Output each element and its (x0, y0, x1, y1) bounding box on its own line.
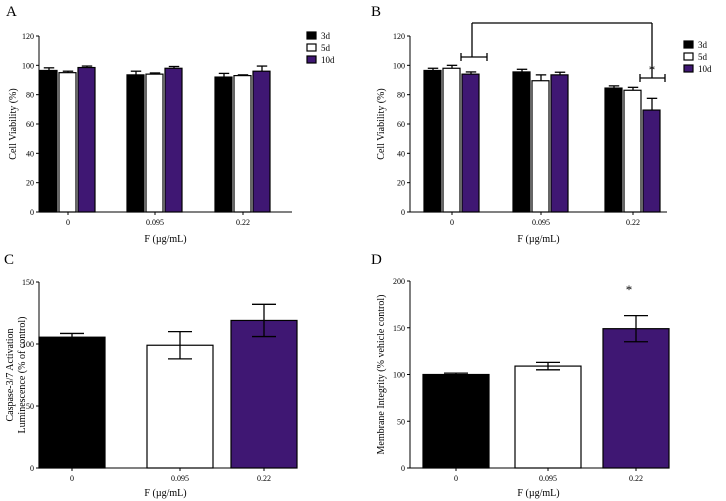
legend-label: 10d (698, 64, 712, 74)
y-axis-title: Cell Viability (%) (8, 88, 19, 159)
panel-letter: C (4, 252, 14, 268)
bar-3d (423, 69, 442, 213)
y-tick-label: 40 (26, 149, 34, 158)
x-tick-label: 0.095 (532, 218, 550, 227)
panel-b: B 0 20 40 60 80 100 120 0 0.095 0.22 F (µg/mL) Cell … (371, 4, 712, 245)
y-tick-label: 120 (22, 32, 34, 41)
y-tick-label: 60 (397, 120, 405, 129)
legend-swatch-10d (306, 55, 317, 64)
x-axis-title: F (µg/mL) (517, 234, 559, 245)
legend-swatch-10d (683, 64, 694, 73)
y-tick-label: 0 (30, 464, 34, 473)
bar-10d (550, 74, 569, 213)
panel-c: C 0 50 100 150 0 0.095 0.22 F (µg/mL) Caspase-3/7… (4, 252, 298, 499)
bar-5d (531, 80, 550, 213)
x-tick-label: 0.22 (257, 474, 271, 483)
x-tick-label: 0.095 (171, 474, 189, 483)
y-axis-title-line: Caspase-3/7 Activation (5, 328, 16, 421)
significance-star: * (626, 282, 633, 297)
bar-10d (252, 70, 271, 213)
y-tick-label: 150 (22, 278, 34, 287)
x-tick-label: 0.22 (626, 218, 640, 227)
y-tick-label: 0 (401, 208, 405, 217)
panel-letter: A (6, 4, 17, 20)
panel-a: A 0 20 40 60 80 100 120 0 0.095 0.22 F (µg/mL) Cell … (6, 4, 335, 245)
bar-10d (642, 109, 661, 213)
x-tick-label: 0 (454, 474, 458, 483)
y-tick-label: 80 (26, 91, 34, 100)
bar-5d (623, 89, 642, 213)
legend-label: 3d (321, 31, 331, 41)
x-axis-title: F (µg/mL) (144, 488, 186, 499)
bar-5d (233, 74, 252, 213)
bar-0 (422, 373, 490, 469)
y-tick-label: 50 (26, 402, 34, 411)
x-tick-label: 0.095 (539, 474, 557, 483)
bar-0 (38, 336, 106, 469)
bar-3d (512, 71, 531, 213)
bar-10d (461, 73, 480, 213)
significance-star: * (649, 62, 656, 77)
x-tick-label: 0 (450, 218, 454, 227)
y-tick-label: 50 (397, 417, 405, 426)
bar-0.22 (230, 319, 298, 469)
bar-5d (145, 73, 164, 213)
legend-swatch-3d (683, 40, 694, 49)
bar-5d (442, 67, 461, 213)
x-axis-title: F (µg/mL) (144, 234, 186, 245)
x-tick-label: 0.22 (629, 474, 643, 483)
bar-3d (39, 69, 58, 213)
x-axis-title: F (µg/mL) (517, 488, 559, 499)
legend-label: 5d (698, 52, 708, 62)
y-tick-label: 40 (397, 149, 405, 158)
y-tick-label: 100 (22, 61, 34, 70)
y-tick-label: 200 (393, 277, 405, 286)
y-tick-label: 0 (401, 464, 405, 473)
legend-label: 3d (698, 40, 708, 50)
y-tick-label: 100 (22, 340, 34, 349)
bar-3d (126, 74, 145, 213)
y-tick-label: 120 (393, 32, 405, 41)
x-tick-label: 0 (70, 474, 74, 483)
legend-label: 10d (321, 55, 335, 65)
y-tick-label: 20 (26, 179, 34, 188)
y-axis-title: Caspase-3/7 ActivationLuminescence (% of… (5, 317, 28, 434)
bar-3d (214, 76, 233, 213)
x-tick-label: 0.095 (146, 218, 164, 227)
bar-10d (164, 67, 183, 213)
x-tick-label: 0.22 (236, 218, 250, 227)
panel-letter: D (371, 252, 382, 268)
bar-0.095 (514, 365, 582, 469)
bar-10d (77, 66, 96, 213)
legend-swatch-5d (306, 43, 317, 52)
y-tick-label: 80 (397, 91, 405, 100)
panel-letter: B (371, 4, 381, 20)
y-tick-label: 20 (397, 179, 405, 188)
bar-5d (58, 72, 77, 213)
panel-d: D 0 50 100 150 200 0 0.095 0.22 F (µg/mL) Membrane… (371, 252, 670, 499)
bar-0.22 (602, 328, 670, 469)
bar-3d (604, 87, 623, 213)
y-tick-label: 0 (30, 208, 34, 217)
y-tick-label: 100 (393, 371, 405, 380)
legend-swatch-5d (683, 52, 694, 61)
y-tick-label: 100 (393, 61, 405, 70)
x-tick-label: 0 (66, 218, 70, 227)
y-axis-title: Membrane Integrity (% vehicle control) (376, 295, 387, 455)
bar-0.095 (146, 344, 214, 469)
y-tick-label: 60 (26, 120, 34, 129)
legend-label: 5d (321, 43, 331, 53)
y-axis-title: Cell Viability (%) (376, 88, 387, 159)
y-axis-title-line: Luminescence (% of control) (17, 317, 28, 434)
legend-swatch-3d (306, 31, 317, 40)
y-tick-label: 150 (393, 324, 405, 333)
